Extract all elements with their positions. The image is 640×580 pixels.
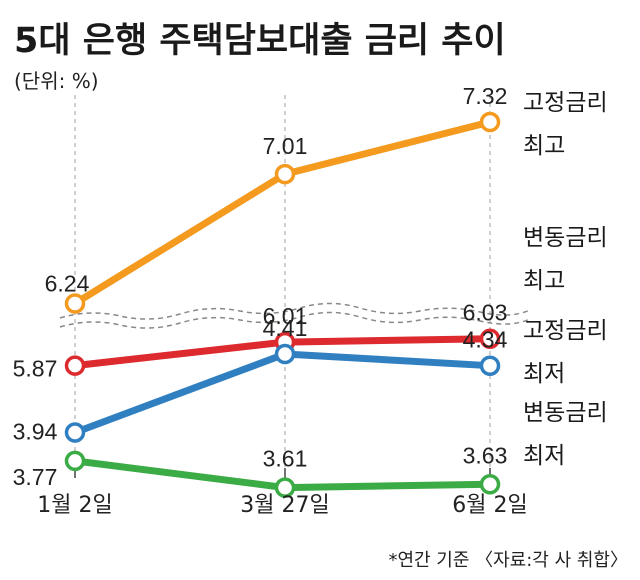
data-point	[274, 163, 296, 185]
data-label: 6.03	[463, 300, 508, 326]
data-label: 7.01	[263, 133, 308, 159]
data-label: 6.01	[263, 303, 308, 329]
series-name-label: 최고	[523, 133, 565, 159]
data-point	[479, 111, 501, 133]
x-tick-label: 1월 2일	[37, 493, 112, 518]
x-tick-labels: 1월 2일 3월 27일 6월 2일	[37, 493, 527, 518]
unit-label: (단위: %)	[14, 69, 99, 93]
series-name-label: 최고	[523, 268, 565, 294]
data-point	[274, 477, 296, 498]
data-point	[64, 293, 86, 314]
series-line	[73, 350, 491, 436]
data-point	[64, 450, 86, 472]
data-label: 3.77	[13, 464, 58, 490]
axis-break-line-top	[59, 302, 531, 320]
data-label: 7.32	[463, 83, 508, 109]
data-point	[64, 355, 86, 376]
series-name-label: 변동금리	[523, 400, 608, 426]
data-point	[479, 355, 501, 376]
data-point	[479, 474, 501, 495]
x-tick-label: 3월 27일	[240, 493, 329, 518]
data-label: 6.24	[45, 270, 90, 296]
x-tick-label: 6월 2일	[452, 493, 527, 518]
data-label: 3.63	[463, 442, 508, 468]
source-note: *연간 기준 〈자료:각 사 취합〉	[388, 550, 628, 571]
series-name-label: 변동금리	[523, 225, 608, 251]
data-label: 4.41	[263, 315, 308, 341]
series-name-label: 고정금리	[523, 90, 608, 116]
series-name-label: 고정금리	[523, 318, 608, 344]
series-name-label: 최저	[523, 443, 565, 469]
data-label: 3.94	[13, 418, 58, 444]
data-label: 5.87	[13, 356, 58, 382]
chart-title: 5대 은행 주택담보대출 금리 추이	[14, 21, 506, 61]
data-point	[64, 422, 86, 443]
data-point	[274, 343, 296, 365]
series-name-label: 최저	[523, 361, 565, 387]
axis-break-line-bottom	[59, 311, 531, 329]
data-label: 3.61	[263, 446, 308, 472]
data-point	[479, 328, 501, 349]
data-label: 4.34	[463, 327, 508, 353]
